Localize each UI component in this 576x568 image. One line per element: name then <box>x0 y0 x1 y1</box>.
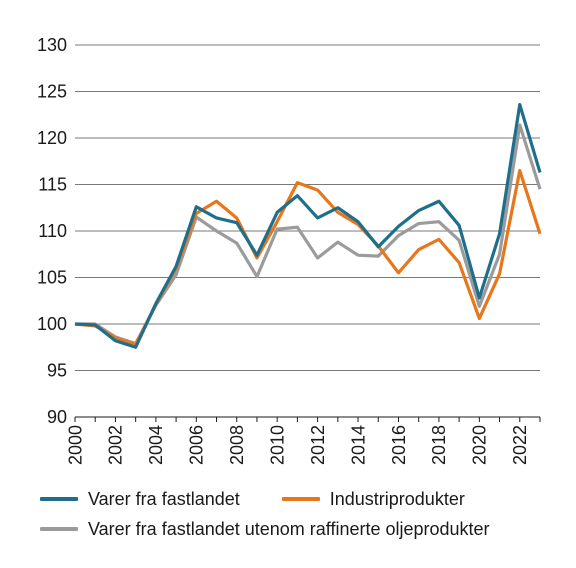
x-tick-label: 2018 <box>429 425 449 465</box>
legend-item-mainland-excl-refined-oil: Varer fra fastlandet utenom raffinerte o… <box>40 519 490 540</box>
legend-label-industrial-products: Industriprodukter <box>329 488 465 509</box>
y-tick-label: 115 <box>38 175 67 195</box>
legend-item-industrial-products: Industriprodukter <box>281 488 465 510</box>
x-tick-label: 2012 <box>308 425 328 465</box>
x-tick-label: 2020 <box>470 425 490 465</box>
x-tick-label: 2014 <box>348 425 368 465</box>
legend-swatch-mainland-excl-refined-oil <box>40 527 78 531</box>
y-tick-label: 130 <box>37 35 67 55</box>
x-tick-label: 2008 <box>227 425 247 465</box>
x-tick-label: 2002 <box>106 425 126 465</box>
legend: Varer fra fastlandet Industriprodukter V… <box>40 484 570 544</box>
series-line-2 <box>75 123 542 346</box>
x-tick-labels: 2000 2002 2004 2006 2008 2010 2012 2014 2016 2018… <box>65 425 530 465</box>
legend-swatch-industrial-products <box>281 497 320 501</box>
y-tick-labels: 90 95 100 105 110 115 120 125 130 <box>37 35 67 427</box>
series-lines <box>74 102 542 349</box>
y-tick-label: 100 <box>37 314 67 334</box>
y-tick-label: 125 <box>37 82 67 102</box>
x-tick-label: 2006 <box>187 425 207 465</box>
x-tick-label: 2000 <box>65 425 85 465</box>
y-tick-label: 90 <box>47 407 67 427</box>
legend-label-mainland-excl-refined-oil: Varer fra fastlandet utenom raffinerte o… <box>88 518 490 539</box>
series-line-0 <box>74 102 542 349</box>
gridlines <box>75 44 540 371</box>
legend-row-1: Varer fra fastlandet Industriprodukter <box>40 484 570 514</box>
y-tick-label: 110 <box>38 221 67 241</box>
y-tick-label: 95 <box>47 361 67 381</box>
series-line-1 <box>74 168 542 347</box>
legend-swatch-mainland-goods <box>40 497 78 501</box>
x-tick-label: 2004 <box>146 425 166 465</box>
legend-label-mainland-goods: Varer fra fastlandet <box>88 488 240 509</box>
x-tick-label: 2016 <box>389 425 409 465</box>
axes <box>74 416 541 422</box>
x-tick-label: 2022 <box>510 425 530 465</box>
y-tick-label: 120 <box>37 128 67 148</box>
x-tick-label: 2010 <box>267 425 287 465</box>
y-tick-label: 105 <box>37 268 67 288</box>
legend-row-2: Varer fra fastlandet utenom raffinerte o… <box>40 514 570 544</box>
legend-item-mainland-goods: Varer fra fastlandet <box>40 489 240 510</box>
